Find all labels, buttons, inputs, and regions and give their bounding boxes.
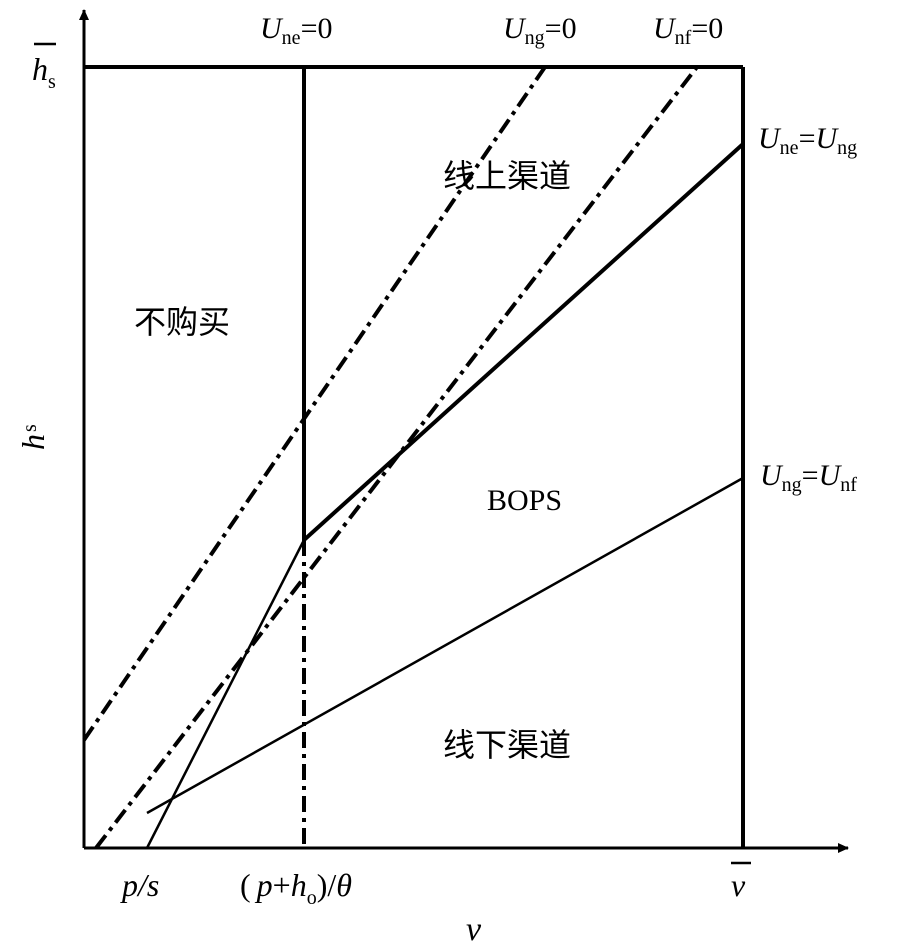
region-no-purchase: 不购买 <box>134 303 230 341</box>
unf-zero-line <box>94 65 699 850</box>
une-ung-lower-line <box>145 539 306 849</box>
label-une-eq-ung: Une=Ung <box>758 122 857 159</box>
region-online: 线上渠道 <box>443 157 571 195</box>
label-une-zero: Une=0 <box>260 12 332 49</box>
region-offline: 线下渠道 <box>443 726 571 764</box>
x-axis-label: v <box>466 911 482 947</box>
label-ung-zero: Ung=0 <box>503 12 577 49</box>
ung-unf-line <box>146 476 744 815</box>
label-unf-zero: Unf=0 <box>653 12 723 49</box>
ung-zero-line <box>82 65 547 742</box>
label-ung-eq-unf: Ung=Unf <box>760 459 857 496</box>
x-tick-mid: (p+ho)/θ <box>240 867 352 909</box>
y-tick-hbar: hs <box>32 51 56 93</box>
x-tick-ps: p/s <box>120 867 159 903</box>
region-bops: BOPS <box>487 484 562 517</box>
y-axis-label: hs <box>15 424 51 450</box>
x-tick-vbar: v <box>731 867 746 903</box>
une-ung-line <box>302 142 745 542</box>
